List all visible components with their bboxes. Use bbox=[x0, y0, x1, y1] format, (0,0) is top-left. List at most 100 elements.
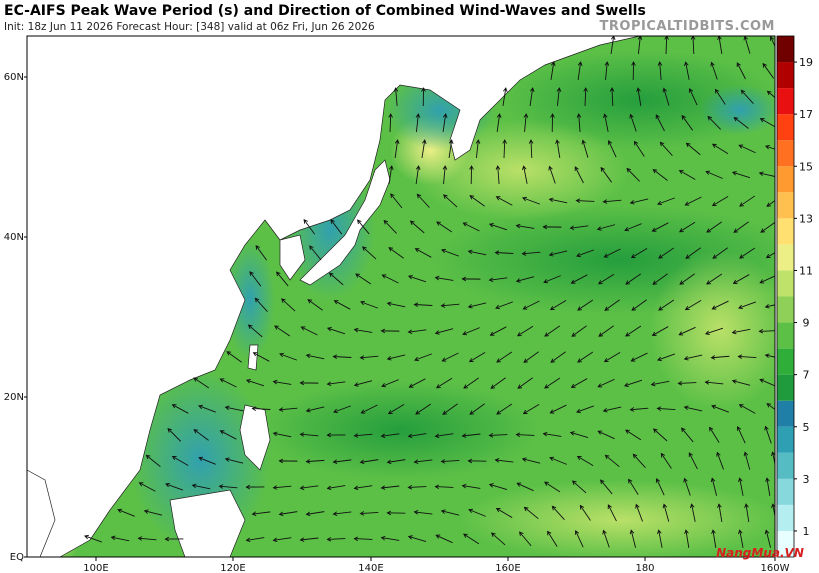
wave-arrow bbox=[193, 377, 210, 389]
colorbar-tick-label: 19 bbox=[799, 56, 813, 69]
wave-arrow bbox=[760, 221, 775, 233]
wave-arrow bbox=[769, 36, 775, 48]
wave-arrow bbox=[736, 425, 746, 444]
wave-arrow bbox=[529, 87, 535, 106]
lon-label: 160E bbox=[495, 563, 520, 573]
wave-arrow bbox=[251, 406, 271, 411]
wave-arrow bbox=[171, 455, 189, 466]
wave-arrow bbox=[137, 536, 157, 541]
wave-arrow bbox=[461, 433, 481, 438]
wave-arrow bbox=[683, 354, 703, 361]
wave-arrow bbox=[635, 503, 643, 522]
wave-arrow bbox=[679, 273, 695, 285]
wave-arrow bbox=[549, 456, 567, 465]
wave-arrow bbox=[717, 503, 723, 522]
wave-arrow bbox=[576, 455, 594, 466]
wave-arrow bbox=[490, 377, 506, 389]
wave-arrow bbox=[623, 379, 643, 387]
wave-arrow bbox=[706, 273, 723, 285]
wave-arrow bbox=[681, 114, 694, 131]
wave-arrow bbox=[496, 403, 513, 415]
map-area bbox=[27, 36, 775, 557]
wave-arrow bbox=[625, 273, 642, 285]
wave-arrow bbox=[463, 533, 480, 545]
wave-arrow bbox=[434, 328, 454, 335]
wave-arrow bbox=[413, 510, 433, 515]
colorbar-swatch bbox=[777, 166, 794, 193]
wave-arrow bbox=[494, 250, 514, 255]
wave-arrow bbox=[522, 300, 540, 310]
wave-arrow bbox=[764, 144, 775, 150]
wave-arrow bbox=[245, 484, 265, 490]
wave-arrow bbox=[84, 534, 103, 543]
colorbar-tick-label: 11 bbox=[799, 264, 813, 277]
wave-arrow bbox=[765, 477, 771, 496]
wave-arrow bbox=[678, 326, 696, 336]
lon-label: 100E bbox=[83, 563, 108, 573]
colorbar-swatch bbox=[777, 530, 794, 557]
wave-arrow bbox=[488, 432, 508, 438]
wave-arrow bbox=[415, 113, 421, 132]
wave-arrow bbox=[462, 327, 480, 336]
wave-arrow bbox=[413, 302, 433, 307]
wave-arrow bbox=[414, 248, 432, 258]
wave-arrow bbox=[704, 380, 724, 385]
land bbox=[27, 36, 641, 557]
wave-arrow bbox=[386, 301, 406, 308]
wave-arrow bbox=[360, 300, 378, 309]
wave-arrow bbox=[359, 511, 379, 516]
wave-arrow bbox=[629, 407, 649, 412]
shade bbox=[650, 250, 775, 410]
lon-label: 180 bbox=[635, 563, 654, 573]
wave-arrow bbox=[633, 140, 645, 157]
wave-arrow bbox=[448, 139, 454, 158]
wave-arrow bbox=[386, 510, 406, 516]
wave-arrow bbox=[655, 114, 665, 132]
wave-arrow bbox=[738, 301, 757, 310]
wave-arrow bbox=[494, 458, 514, 463]
wave-arrow bbox=[550, 61, 556, 80]
wave-arrow bbox=[678, 221, 696, 233]
wave-arrow bbox=[359, 355, 379, 360]
shade bbox=[260, 380, 540, 480]
wave-arrow bbox=[469, 165, 474, 185]
colorbar-swatch bbox=[777, 400, 794, 427]
wave-arrow bbox=[629, 113, 637, 132]
wave-arrow bbox=[463, 377, 480, 389]
wave-arrow bbox=[299, 380, 319, 386]
colorbar-swatch bbox=[777, 244, 794, 271]
wave-arrow bbox=[652, 273, 668, 285]
colorbar-tick-label: 5 bbox=[803, 421, 810, 434]
wave-arrow bbox=[707, 115, 721, 130]
wave-arrow bbox=[576, 113, 582, 133]
wave-arrow bbox=[657, 197, 675, 206]
wave-arrow bbox=[603, 113, 609, 132]
wave-arrow bbox=[362, 246, 377, 260]
wave-arrow bbox=[421, 139, 427, 158]
wave-arrow bbox=[442, 113, 448, 132]
wave-arrow bbox=[577, 299, 594, 311]
wave-arrow bbox=[738, 144, 756, 154]
philippines bbox=[239, 404, 271, 471]
wave-arrow bbox=[515, 276, 535, 283]
colorbar-tick-label: 3 bbox=[803, 473, 810, 486]
wave-arrow bbox=[387, 403, 405, 415]
wave-arrow bbox=[744, 503, 750, 522]
wave-arrow bbox=[309, 245, 322, 261]
wave-arrow bbox=[332, 354, 352, 359]
wave-arrow bbox=[495, 196, 513, 206]
wave-arrow bbox=[138, 482, 156, 492]
wave-arrow bbox=[490, 532, 506, 546]
wave-arrow bbox=[677, 380, 697, 386]
wave-arrow bbox=[380, 433, 400, 439]
wave-arrow bbox=[198, 456, 216, 465]
wave-arrow bbox=[764, 353, 775, 359]
wave-arrow bbox=[683, 405, 703, 412]
wave-arrow bbox=[409, 220, 425, 234]
wave-arrow bbox=[353, 485, 373, 491]
wave-arrow bbox=[523, 113, 529, 133]
wave-arrow bbox=[704, 327, 724, 335]
wave-arrow bbox=[440, 303, 460, 308]
wave-arrow bbox=[542, 224, 562, 230]
